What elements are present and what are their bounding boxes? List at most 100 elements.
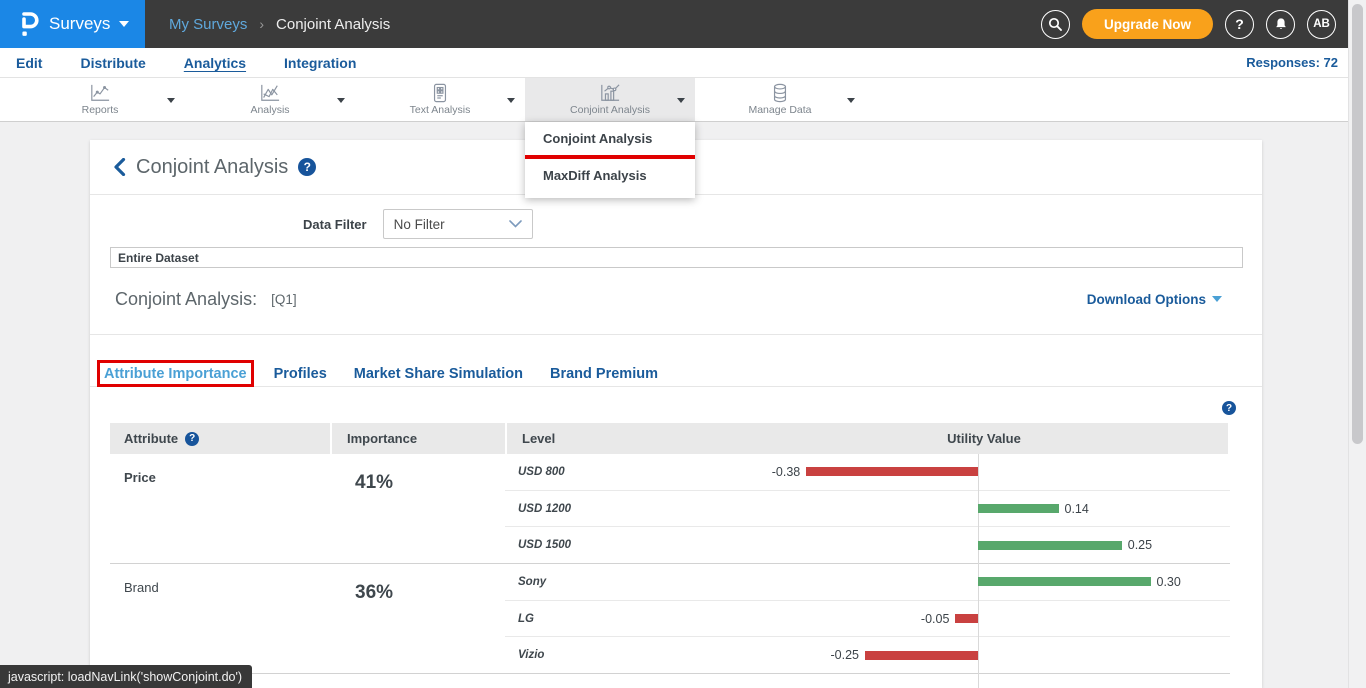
responses-count: Responses: 72 [1246,55,1338,70]
zero-axis-line [978,454,979,688]
utility-bar [806,467,978,477]
product-caret-icon [119,21,130,27]
tab-brand-premium[interactable]: Brand Premium [550,365,658,382]
tab-profiles[interactable]: Profiles [273,365,327,382]
utility-bar [978,577,1151,587]
back-button[interactable] [113,158,126,176]
header-importance: Importance [332,423,505,454]
notifications-button[interactable] [1266,9,1295,39]
breadcrumb: My Surveys › Conjoint Analysis [169,16,390,33]
breadcrumb-current: Conjoint Analysis [276,15,391,33]
level-row: LG -0.05 [505,601,1230,638]
attribute-name: Price [124,470,156,485]
vertical-scrollbar[interactable] [1348,0,1366,688]
utility-bar-cell: -0.25 [740,637,1230,673]
result-tabs: Attribute Importance Profiles Market Sha… [90,359,1262,387]
reports-dropdown-caret-icon[interactable] [167,98,175,103]
utility-value-label: 0.30 [1156,574,1181,589]
utility-bar [978,540,1122,550]
toolbar-item-reports[interactable]: Reports [15,78,185,121]
tab-attribute-importance[interactable]: Attribute Importance [97,359,254,387]
utility-bar-cell: 0.30 [740,564,1230,600]
level-label: USD 1500 [518,539,572,552]
breadcrumb-my-surveys[interactable]: My Surveys [169,15,248,33]
utility-table: Attribute ? Importance Level Utility Val… [110,423,1230,688]
level-label: Sony [518,575,547,588]
attribute-help-icon[interactable]: ? [185,431,200,446]
level-row: USD 1500 0.25 [505,527,1230,563]
breadcrumb-separator: › [259,16,265,32]
level-row: Vizio -0.25 [505,637,1230,673]
nav-edit[interactable]: Edit [16,54,43,71]
table-help-icon[interactable]: ? [1222,401,1236,415]
menu-item-conjoint-analysis[interactable]: Conjoint Analysis [543,131,653,146]
section-divider [90,334,1262,335]
level-label: Vizio [518,649,545,662]
nav-distribute[interactable]: Distribute [80,54,146,71]
data-filter-label: Data Filter [303,216,367,232]
question-glyph: ? [303,160,311,174]
toolbar-item-analysis[interactable]: Analysis [185,78,355,121]
importance-value: 41% [355,472,394,493]
survey-nav: Edit Distribute Analytics Integration Re… [0,48,1366,78]
utility-bar-cell: 0.25 [740,527,1230,563]
text-analysis-dropdown-caret-icon[interactable] [507,98,515,103]
utility-value-label: 0.25 [1127,538,1153,553]
download-options-button[interactable]: Download Options [1087,292,1222,307]
avatar[interactable]: AB [1307,9,1336,39]
attribute-group-brand: Brand 36% Sony 0.30 LG -0.05 Vizio -0.25 [110,564,1230,674]
section-title: Conjoint Analysis: [115,288,258,309]
tab-market-share-simulation[interactable]: Market Share Simulation [353,365,523,382]
page-title: Conjoint Analysis [136,155,289,178]
toolbar-item-manage-data[interactable]: Manage Data [695,78,865,121]
toolbar-item-label: Reports [81,104,119,116]
product-name: Surveys [49,14,111,33]
nav-analytics[interactable]: Analytics [183,54,247,71]
utility-bar [865,650,978,660]
question-glyph: ? [189,433,196,444]
analytics-toolbar: Reports Analysis Text Analysis Conjoint … [0,78,1366,122]
top-bar: Surveys My Surveys › Conjoint Analysis U… [0,0,1366,48]
menu-item-maxdiff-analysis[interactable]: MaxDiff Analysis [543,168,647,183]
utility-value-label: -0.38 [771,464,801,479]
dataset-field[interactable] [110,247,1243,268]
upgrade-now-button[interactable]: Upgrade Now [1081,9,1213,39]
utility-bar-cell: -0.38 [740,454,1230,490]
table-header: Attribute ? Importance Level Utility Val… [110,423,1230,454]
text-document-icon [433,83,447,103]
data-filter-row: Data Filter No Filter [90,209,1262,239]
levels-cell: USD 800 -0.38 USD 1200 0.14 USD 1500 0.2… [505,454,1230,563]
levels-cell: Sony 0.30 LG -0.05 Vizio -0.25 [505,564,1230,673]
level-row: Sony 0.30 [505,564,1230,601]
avatar-initials: AB [1313,18,1330,30]
table-help-row: ? [90,401,1262,415]
toolbar-item-conjoint-analysis[interactable]: Conjoint Analysis [525,78,695,121]
toolbar-item-text-analysis[interactable]: Text Analysis [355,78,525,121]
content-card: Conjoint Analysis ? Data Filter No Filte… [90,140,1262,688]
status-bar: javascript: loadNavLink('showConjoint.do… [0,665,253,688]
help-button[interactable]: ? [1225,9,1254,39]
download-caret-icon [1212,296,1222,302]
level-row: USD 800 -0.38 [505,454,1230,491]
nav-integration[interactable]: Integration [284,54,357,71]
title-help-icon[interactable]: ? [298,158,317,176]
data-filter-select[interactable]: No Filter [382,209,533,239]
bell-icon [1275,18,1286,29]
search-button[interactable] [1040,9,1070,39]
section-heading-row: Conjoint Analysis: [Q1] Download Options [90,284,1262,314]
toolbar-item-label: Text Analysis [409,104,471,116]
scrollbar-thumb[interactable] [1352,4,1363,444]
conjoint-dropdown-caret-icon[interactable] [677,98,685,103]
manage-data-dropdown-caret-icon[interactable] [847,98,855,103]
header-level-label: Level [522,431,556,446]
toolbar-item-label: Manage Data [748,104,812,116]
utility-value-label: -0.25 [830,648,860,663]
annotation-red-underline [525,155,695,159]
utility-bar [955,614,978,623]
utility-value-label: -0.05 [920,611,950,626]
app-logo[interactable]: Surveys [0,0,145,48]
analysis-dropdown-caret-icon[interactable] [337,98,345,103]
level-label: USD 1200 [518,502,572,515]
topbar-actions: Upgrade Now ? AB [1040,0,1336,48]
level-label: USD 800 [518,465,565,478]
